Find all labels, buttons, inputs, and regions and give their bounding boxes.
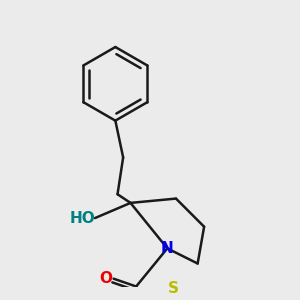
Text: S: S [167, 281, 178, 296]
Text: N: N [161, 241, 174, 256]
Text: O: O [99, 271, 112, 286]
Text: HO: HO [69, 211, 95, 226]
